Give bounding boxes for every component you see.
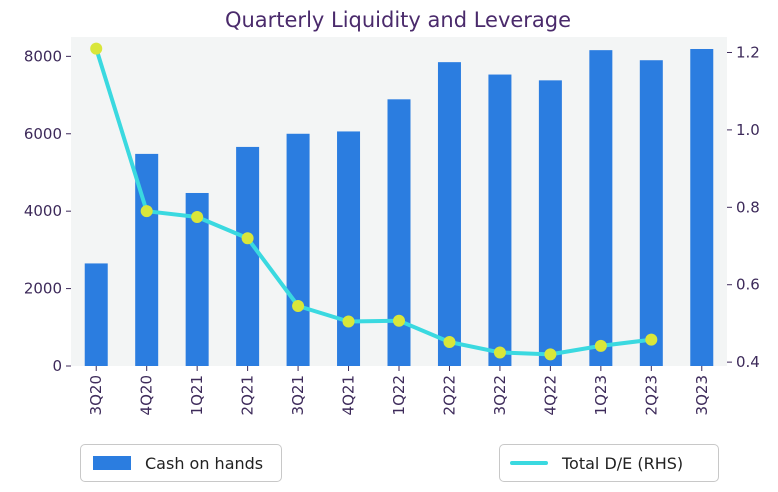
de-point-4Q22 [544, 348, 557, 361]
legend-line-swatch [510, 461, 548, 465]
bar-4Q20 [135, 153, 159, 366]
bar-1Q22 [387, 99, 411, 366]
bar-4Q21 [337, 131, 361, 366]
x-tick-label: 2Q21 [239, 375, 257, 415]
y-right-tick-label: 0.4 [736, 353, 760, 371]
x-axis-ticks: 3Q20 4Q20 1Q21 2Q21 3Q21 4Q21 1Q22 2Q22 3Q22 4Q22… [87, 366, 711, 415]
legend-cash: Cash on hands [80, 444, 282, 482]
chart-title: Quarterly Liquidity and Leverage [225, 8, 571, 32]
legend-bar-swatch [93, 456, 131, 470]
x-tick-label: 2Q22 [440, 375, 458, 415]
bar-1Q23 [589, 50, 613, 366]
bar-1Q21 [185, 192, 209, 366]
x-tick-label: 4Q21 [340, 375, 358, 415]
x-tick-label: 2Q23 [642, 375, 660, 415]
x-tick-label: 1Q22 [390, 375, 408, 415]
y-axis-left: 0 2000 4000 6000 8000 [24, 47, 71, 375]
bar-3Q21 [286, 133, 310, 366]
line-series-de [90, 42, 658, 361]
de-point-1Q21 [191, 210, 204, 223]
x-tick-label: 3Q20 [87, 375, 105, 415]
y-left-tick-label: 8000 [24, 47, 62, 65]
legend-de: Total D/E (RHS) [499, 444, 719, 482]
de-point-3Q20 [90, 42, 103, 55]
de-point-3Q21 [292, 300, 305, 313]
bar-3Q22 [488, 74, 512, 366]
y-right-tick-label: 1.0 [736, 121, 760, 139]
x-tick-label: 3Q21 [289, 375, 307, 415]
bar-2Q23 [639, 60, 663, 366]
x-tick-label: 1Q21 [188, 375, 206, 415]
x-tick-label: 4Q20 [138, 375, 156, 415]
y-left-tick-label: 2000 [24, 280, 62, 298]
de-line [94, 46, 654, 357]
y-left-tick-label: 4000 [24, 202, 62, 220]
de-point-4Q21 [342, 315, 355, 328]
de-point-2Q21 [241, 232, 254, 245]
bar-2Q21 [236, 146, 260, 366]
y-right-tick-label: 0.8 [736, 198, 760, 216]
legend-label-de: Total D/E (RHS) [562, 453, 684, 473]
de-point-2Q22 [443, 336, 456, 349]
x-tick-label: 1Q23 [592, 375, 610, 415]
y-right-tick-label: 1.2 [736, 43, 760, 61]
de-point-3Q22 [493, 346, 506, 359]
y-left-tick-label: 6000 [24, 125, 62, 143]
de-point-1Q22 [393, 314, 405, 327]
y-axis-right: 0.4 0.6 0.8 1.0 1.2 [727, 43, 760, 371]
y-left-tick-label: 0 [52, 357, 62, 375]
bar-3Q20 [84, 263, 108, 366]
de-point-4Q20 [140, 205, 153, 218]
x-tick-label: 3Q23 [693, 375, 711, 415]
x-tick-label: 4Q22 [541, 375, 559, 415]
legend-label-cash: Cash on hands [145, 453, 264, 473]
x-tick-label: 3Q22 [491, 375, 509, 415]
de-point-2Q23 [645, 333, 658, 346]
y-right-tick-label: 0.6 [736, 276, 760, 294]
bar-3Q23 [690, 48, 714, 366]
de-point-1Q23 [594, 339, 607, 352]
bar-4Q22 [538, 80, 562, 366]
bar-2Q22 [437, 62, 461, 367]
